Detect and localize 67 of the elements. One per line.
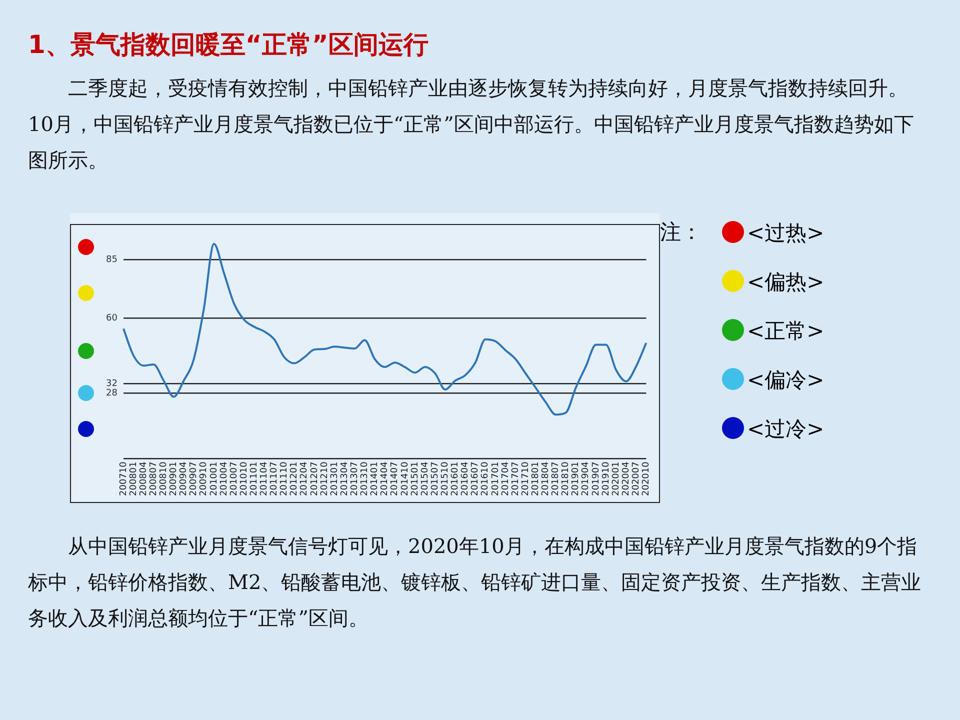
y-tick-label: 60 [106, 313, 118, 324]
x-tick-label: 201904 [581, 461, 592, 496]
text: <偏冷> [747, 368, 824, 392]
x-tick-label: 201707 [510, 462, 521, 496]
x-tick-label: 201001 [209, 462, 220, 496]
x-tick-label: 202007 [631, 462, 642, 496]
x-tick-label: 201207 [310, 462, 320, 496]
text: <正常> [747, 319, 824, 343]
x-tick-label: 201907 [591, 462, 602, 496]
x-tick-label: 201501 [410, 462, 420, 496]
x-tick-label: 200907 [189, 462, 200, 496]
x-tick-label: 201701 [490, 462, 501, 496]
x-tick-label: 200801 [128, 462, 139, 496]
x-tick-label: 201110 [280, 461, 290, 496]
x-tick-label: 201801 [530, 462, 541, 496]
x-tick-label: 201007 [229, 462, 240, 496]
x-tick-label: 201004 [219, 461, 230, 496]
x-tick-label: 201010 [239, 461, 250, 496]
text: <过冷> [747, 417, 824, 441]
chart-title: 1、景气指数回暖至“正常”区间运行 [28, 29, 428, 61]
x-tick-label: 201507 [430, 462, 440, 496]
x-tick-label: 201810 [561, 461, 572, 496]
x-tick-label: 201407 [390, 462, 400, 496]
x-tick-label: 201404 [380, 461, 390, 496]
y-tick-label: 32 [106, 379, 118, 390]
x-tick-label: 201601 [450, 462, 461, 496]
x-tick-label: 201310 [360, 461, 370, 496]
text: <偏热> [747, 270, 824, 294]
x-tick-label: 200904 [179, 461, 190, 496]
x-tick-label: 201204 [300, 461, 310, 496]
x-tick-label: 201410 [400, 461, 410, 496]
x-tick-label: 201304 [340, 461, 350, 496]
x-tick-label: 201107 [270, 462, 280, 496]
x-tick-label: 202010 [642, 461, 652, 496]
line-series [122, 242, 648, 416]
x-tick-label: 201901 [571, 462, 582, 496]
x-tick-label: 201610 [480, 461, 491, 496]
text: <过热> [747, 221, 824, 245]
x-tick-label: 201604 [460, 461, 471, 496]
text: 从中国铅锌产业月度景气信号灯可见，2020年10月，在构成中国铅锌产业月度景气指数的9个指标中，铅锌价格指数、M2、铅酸蓄电池、镀锌板、铅锌矿进口量、固定资产投资、生产指数、主营业务收入及利润总额均位于“正常”区间。 [28, 533, 922, 632]
x-tick-label: 201301 [330, 462, 340, 496]
x-tick-label: 201607 [470, 462, 481, 496]
x-tick-label: 200910 [199, 461, 210, 496]
x-tick-label: 201210 [320, 461, 330, 496]
y-tick-label: 28 [106, 388, 118, 398]
x-tick-label: 201401 [370, 462, 380, 496]
x-tick-label: 201704 [500, 461, 511, 496]
x-tick-label: 201510 [440, 461, 450, 496]
x-tick-label: 200710 [118, 461, 129, 496]
x-tick-label: 200807 [148, 462, 159, 496]
x-tick-label: 202004 [621, 461, 632, 496]
x-tick-label: 201910 [601, 461, 612, 496]
y-tick-label: 85 [106, 254, 118, 265]
x-tick-label: 201201 [290, 462, 300, 496]
x-tick-label: 201307 [350, 462, 360, 496]
x-tick-label: 200901 [169, 462, 180, 496]
x-tick-label: 201807 [551, 462, 562, 496]
x-tick-label: 200810 [159, 461, 170, 496]
text: 注： [660, 219, 702, 246]
x-tick-label: 201504 [420, 461, 430, 496]
x-tick-label: 201804 [541, 461, 552, 496]
x-tick-label: 201710 [520, 461, 531, 496]
x-tick-label: 201104 [260, 461, 270, 496]
chart-subtitle: 二季度起，受疫情有效控制，中国铅锌产业由逐步恢复转为持续向好，月度景气指数持续回升。10月，中国铅锌产业月度景气指数已位于“正常”区间中部运行。中国铅锌产业月度景气指数趋势如下图所示。 [28, 75, 915, 174]
x-tick-label: 201101 [249, 462, 260, 496]
x-tick-label: 200804 [138, 461, 149, 496]
x-tick-label: 202001 [611, 462, 622, 496]
